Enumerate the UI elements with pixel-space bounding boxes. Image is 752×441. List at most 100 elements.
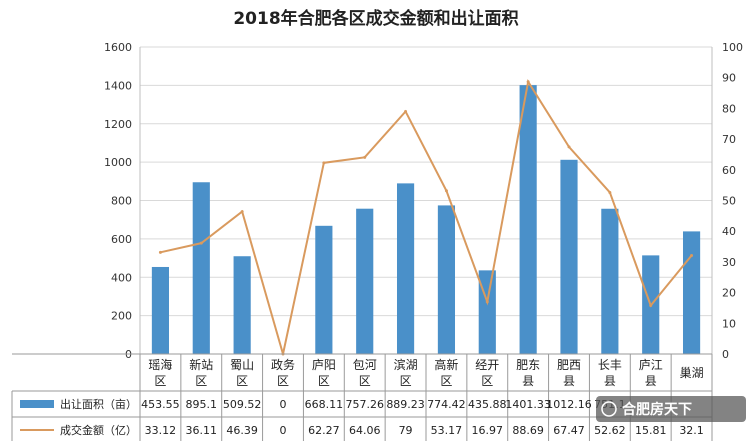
category-label: 肥东 bbox=[516, 358, 540, 372]
table-cell-value: 668.11 bbox=[305, 398, 344, 411]
category-label: 高新 bbox=[434, 357, 458, 372]
category-label: 县 bbox=[604, 374, 616, 388]
category-label: 区 bbox=[277, 374, 289, 388]
table-cell-value: 453.55 bbox=[141, 398, 180, 411]
table-cell-value: 15.81 bbox=[635, 424, 667, 437]
category-label: 滨湖 bbox=[394, 357, 418, 372]
category-label: 区 bbox=[318, 374, 330, 388]
left-axis: 02004006008001000120014001600 bbox=[104, 41, 141, 361]
right-axis-tick-label: 100 bbox=[722, 41, 743, 54]
table-cell-value: 895.1 bbox=[186, 398, 218, 411]
category-label: 长丰 bbox=[598, 358, 622, 372]
chart-title: 2018年合肥各区成交金额和出让面积 bbox=[233, 8, 518, 29]
category-label: 区 bbox=[236, 374, 248, 388]
category-label: 庐江 bbox=[639, 357, 663, 372]
category-label: 区 bbox=[481, 374, 493, 388]
table-cell-value: 435.88 bbox=[468, 398, 507, 411]
table-cell-value: 46.39 bbox=[226, 424, 258, 437]
category-label: 瑶海 bbox=[148, 357, 172, 372]
line-point bbox=[567, 145, 571, 149]
right-axis-tick-label: 50 bbox=[722, 195, 736, 208]
table-cell-value: 62.27 bbox=[308, 424, 340, 437]
table-cell-value: 67.47 bbox=[553, 424, 585, 437]
left-axis-tick-label: 1000 bbox=[104, 156, 132, 169]
category-label: 庐阳 bbox=[312, 357, 336, 372]
category-label: 县 bbox=[522, 374, 534, 388]
table-cell-value: 889.23 bbox=[386, 398, 425, 411]
category-label: 区 bbox=[440, 374, 452, 388]
table-cell-value: 757.26 bbox=[345, 398, 384, 411]
line-point bbox=[404, 109, 408, 113]
line-point bbox=[322, 161, 326, 165]
bar bbox=[437, 205, 456, 354]
line-point bbox=[608, 190, 612, 194]
table-cell-value: 64.06 bbox=[349, 424, 381, 437]
table-cell-value: 774.42 bbox=[427, 398, 466, 411]
category-label: 政务 bbox=[271, 357, 295, 372]
category-label: 区 bbox=[195, 374, 207, 388]
right-axis-tick-label: 70 bbox=[722, 133, 736, 146]
table-cell-value: 52.62 bbox=[594, 424, 626, 437]
table-cell-value: 79 bbox=[399, 424, 413, 437]
category-label: 区 bbox=[400, 374, 412, 388]
category-label: 县 bbox=[645, 374, 657, 388]
line-point bbox=[485, 300, 489, 304]
bar bbox=[519, 85, 537, 354]
line-point bbox=[690, 253, 694, 257]
data-table: 瑶海区 新站区 蜀山区 政务区 庐阳区 包河区 滨湖区 高新区 经开区 肥东县 肥西县 长丰县 庐江县 巢… bbox=[11, 353, 713, 441]
right-axis-tick-label: 0 bbox=[722, 348, 729, 361]
left-axis-tick-label: 400 bbox=[111, 271, 132, 284]
category-label: 县 bbox=[563, 374, 575, 388]
left-axis-tick-label: 1200 bbox=[104, 118, 132, 131]
watermark: 合肥房天下 bbox=[596, 396, 746, 422]
left-axis-tick-label: 600 bbox=[111, 233, 132, 246]
line-point bbox=[363, 155, 367, 159]
line-point bbox=[444, 189, 448, 193]
bar bbox=[151, 266, 170, 354]
left-axis-tick-label: 800 bbox=[111, 195, 132, 208]
table-cell-value: 509.52 bbox=[223, 398, 262, 411]
category-label: 包河 bbox=[353, 358, 377, 372]
category-label: 巢湖 bbox=[680, 365, 704, 380]
watermark-background bbox=[596, 396, 746, 422]
right-axis-tick-label: 90 bbox=[722, 72, 736, 85]
right-axis-tick-label: 10 bbox=[722, 317, 736, 330]
right-axis-tick-label: 80 bbox=[722, 102, 736, 115]
table-cell-value: 36.11 bbox=[186, 424, 218, 437]
bar bbox=[601, 208, 619, 354]
category-label: 区 bbox=[359, 374, 371, 388]
table-cell-value: 53.17 bbox=[431, 424, 463, 437]
category-label: 肥西 bbox=[557, 358, 581, 372]
bar bbox=[682, 231, 701, 354]
table-cell-value: 1012.16 bbox=[546, 398, 592, 411]
bar bbox=[315, 225, 333, 354]
category-label: 经开 bbox=[475, 358, 499, 372]
table-cell-value: 0 bbox=[280, 424, 287, 437]
category-label: 新站 bbox=[189, 357, 213, 372]
legend-swatch-bar bbox=[20, 400, 54, 408]
bar bbox=[396, 183, 415, 354]
watermark-text: 合肥房天下 bbox=[622, 401, 692, 418]
table-cell-value: 33.12 bbox=[145, 424, 177, 437]
series-line bbox=[160, 79, 693, 355]
right-axis: 0 10 20 30 40 50 60 70 80 90 100 bbox=[711, 41, 743, 361]
table-cell-value: 1401.33 bbox=[505, 398, 551, 411]
bar bbox=[560, 159, 578, 354]
table-cell-value: 88.69 bbox=[512, 424, 544, 437]
line-point bbox=[526, 80, 530, 84]
line-point bbox=[199, 241, 203, 245]
bar bbox=[356, 208, 374, 354]
left-axis-tick-label: 1400 bbox=[104, 79, 132, 92]
line-point bbox=[240, 210, 244, 214]
left-axis-tick-label: 1600 bbox=[104, 41, 132, 54]
right-axis-tick-label: 20 bbox=[722, 287, 736, 300]
left-axis-tick-label: 200 bbox=[111, 310, 132, 323]
bar bbox=[233, 256, 251, 354]
bar bbox=[192, 182, 210, 354]
right-axis-tick-label: 30 bbox=[722, 256, 736, 269]
table-cell-value: 16.97 bbox=[472, 424, 504, 437]
line-series bbox=[158, 79, 694, 356]
table-cell-value: 0 bbox=[280, 398, 287, 411]
